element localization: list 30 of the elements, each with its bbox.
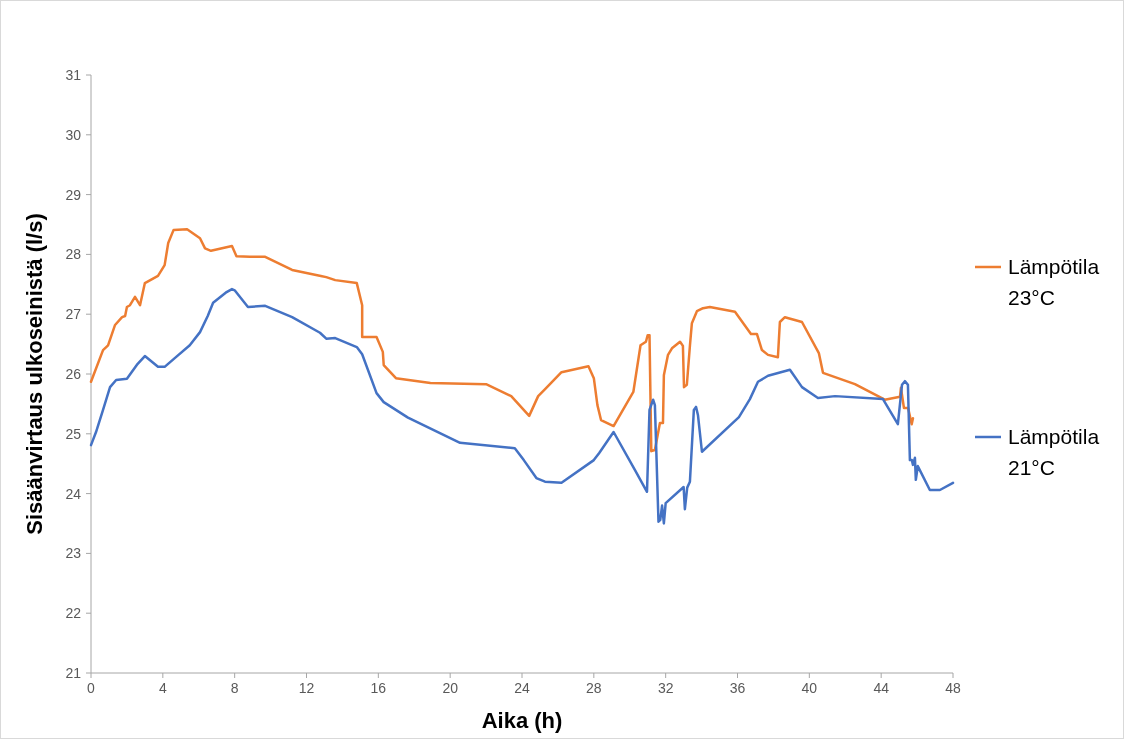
y-tick-label: 22 <box>65 605 82 622</box>
x-tick-label: 20 <box>442 680 459 696</box>
y-tick-label: 30 <box>65 126 82 143</box>
x-tick-label: 32 <box>657 680 674 696</box>
y-tick-label: 23 <box>65 545 82 562</box>
x-tick-label: 12 <box>298 680 315 696</box>
x-tick-label: 0 <box>87 680 96 696</box>
y-tick-label: 29 <box>65 186 82 203</box>
x-axis-title: Aika (h) <box>481 708 563 733</box>
x-tick-label: 28 <box>586 680 602 696</box>
x-tick-label: 8 <box>230 680 239 696</box>
y-tick-label: 24 <box>65 485 82 502</box>
line-series <box>89 287 955 525</box>
x-tick-label: 36 <box>729 680 746 696</box>
x-tick-label: 16 <box>370 680 387 696</box>
x-tick-label: 4 <box>158 680 167 696</box>
y-tick-label: 25 <box>65 425 82 442</box>
y-tick-label: 27 <box>65 306 82 323</box>
y-tick-label: 31 <box>65 66 82 83</box>
x-tick-label: 40 <box>801 680 818 696</box>
y-axis-title: Sisäänvirtaus ulkoseinistä (l/s) <box>22 213 47 535</box>
x-tick-label: 24 <box>514 680 530 696</box>
y-tick-label: 28 <box>65 246 82 263</box>
legend-label: Lämpötila 21°C <box>1008 425 1100 480</box>
line-series <box>89 228 915 453</box>
y-tick-label: 21 <box>65 664 82 681</box>
x-tick-label: 48 <box>945 680 961 696</box>
x-tick-label: 44 <box>873 680 890 696</box>
legend-label: Lämpötila 23°C <box>1008 255 1100 310</box>
y-tick-label: 26 <box>65 365 82 382</box>
